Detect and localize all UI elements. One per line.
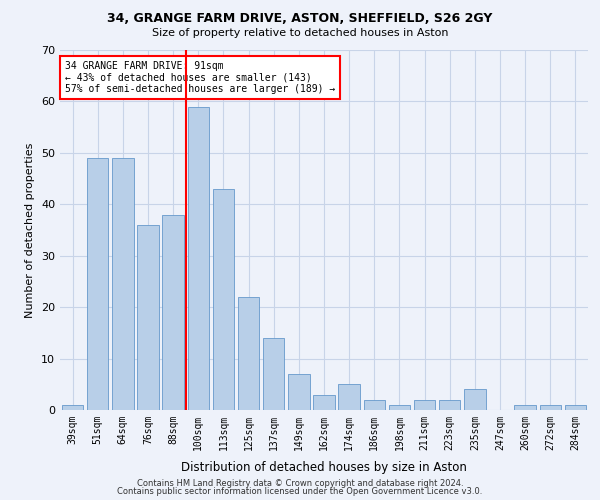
Bar bbox=[389, 405, 410, 410]
Text: Contains HM Land Registry data © Crown copyright and database right 2024.: Contains HM Land Registry data © Crown c… bbox=[137, 478, 463, 488]
Bar bbox=[263, 338, 284, 410]
Bar bbox=[213, 189, 234, 410]
Bar bbox=[112, 158, 134, 410]
Text: Contains public sector information licensed under the Open Government Licence v3: Contains public sector information licen… bbox=[118, 487, 482, 496]
X-axis label: Distribution of detached houses by size in Aston: Distribution of detached houses by size … bbox=[181, 461, 467, 474]
Bar bbox=[288, 374, 310, 410]
Bar bbox=[313, 394, 335, 410]
Bar bbox=[338, 384, 360, 410]
Bar bbox=[565, 405, 586, 410]
Bar bbox=[163, 214, 184, 410]
Bar bbox=[188, 106, 209, 410]
Bar bbox=[62, 405, 83, 410]
Bar bbox=[238, 297, 259, 410]
Bar bbox=[87, 158, 109, 410]
Bar bbox=[539, 405, 561, 410]
Bar bbox=[137, 225, 158, 410]
Text: Size of property relative to detached houses in Aston: Size of property relative to detached ho… bbox=[152, 28, 448, 38]
Text: 34, GRANGE FARM DRIVE, ASTON, SHEFFIELD, S26 2GY: 34, GRANGE FARM DRIVE, ASTON, SHEFFIELD,… bbox=[107, 12, 493, 26]
Bar bbox=[414, 400, 435, 410]
Text: 34 GRANGE FARM DRIVE: 91sqm
← 43% of detached houses are smaller (143)
57% of se: 34 GRANGE FARM DRIVE: 91sqm ← 43% of det… bbox=[65, 61, 335, 94]
Bar bbox=[464, 390, 485, 410]
Bar bbox=[439, 400, 460, 410]
Y-axis label: Number of detached properties: Number of detached properties bbox=[25, 142, 35, 318]
Bar bbox=[364, 400, 385, 410]
Bar bbox=[514, 405, 536, 410]
